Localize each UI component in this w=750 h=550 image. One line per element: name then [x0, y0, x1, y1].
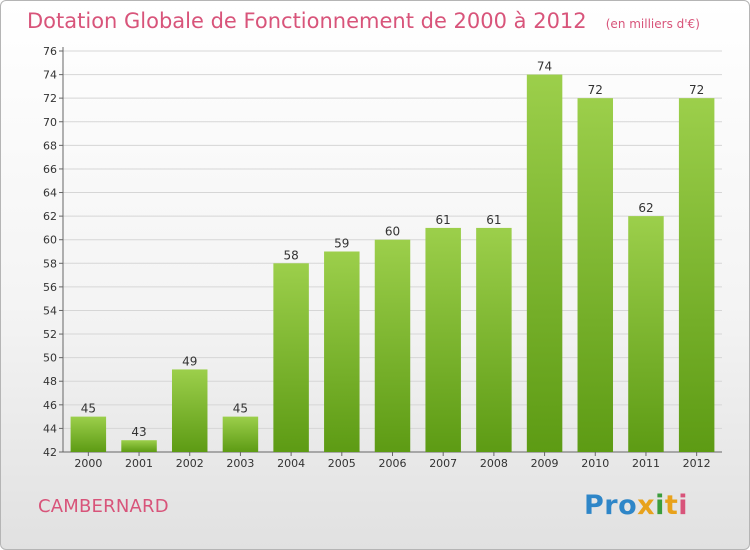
y-tick-label: 74 — [43, 69, 57, 82]
value-label-2012: 72 — [689, 83, 704, 97]
value-label-2000: 45 — [81, 402, 96, 416]
y-tick-label: 46 — [43, 399, 57, 412]
chart-title: Dotation Globale de Fonctionnement de 20… — [27, 9, 587, 33]
bar-2004 — [273, 263, 309, 452]
bar-2003 — [222, 416, 259, 452]
y-tick-label: 48 — [43, 375, 57, 388]
logo-part: t — [664, 490, 679, 521]
label-layer: 45 43 49 45 58 59 60 61 61 74 72 62 72 — [81, 60, 705, 440]
x-tick-label-2004: 2004 — [277, 457, 305, 470]
bar-2008 — [476, 227, 512, 452]
y-tick-label: 42 — [43, 446, 57, 459]
value-label-2011: 62 — [638, 201, 653, 215]
title-row: Dotation Globale de Fonctionnement de 20… — [27, 9, 700, 33]
y-tick-label: 52 — [43, 328, 57, 341]
bar-2005 — [324, 251, 360, 452]
value-label-2010: 72 — [588, 83, 603, 97]
y-tick-label: 58 — [43, 257, 57, 270]
logo-part: i — [655, 490, 665, 521]
bar-layer — [70, 74, 715, 453]
value-label-2009: 74 — [537, 60, 552, 74]
y-tick-label: 56 — [43, 281, 57, 294]
y-tick-label: 60 — [43, 234, 57, 247]
chart-unit: (en milliers d'€) — [605, 17, 700, 31]
proxiti-logo[interactable]: Proxiti — [584, 490, 688, 521]
value-label-2008: 61 — [486, 213, 501, 227]
bar-2010 — [577, 98, 614, 453]
value-label-2003: 45 — [233, 402, 248, 416]
y-tick-label: 76 — [43, 45, 57, 58]
value-label-2007: 61 — [436, 213, 451, 227]
x-tick-label-2003: 2003 — [226, 457, 254, 470]
value-label-2004: 58 — [283, 248, 298, 262]
y-tick-label: 54 — [43, 304, 57, 317]
bar-2012 — [678, 98, 715, 453]
bar-2001 — [121, 440, 157, 452]
x-tick-label-2010: 2010 — [581, 457, 609, 470]
x-tick-label-2005: 2005 — [328, 457, 356, 470]
value-label-2002: 49 — [182, 354, 197, 368]
x-tick-label-2009: 2009 — [531, 457, 559, 470]
bar-2002 — [171, 369, 208, 452]
bar-2000 — [70, 416, 107, 452]
y-tick-label: 44 — [43, 422, 57, 435]
commune-name: CAMBERNARD — [38, 496, 169, 517]
x-tick-label-2012: 2012 — [683, 457, 711, 470]
y-tick-label: 72 — [43, 92, 57, 105]
y-tick-label: 66 — [43, 163, 57, 176]
y-tick-label: 70 — [43, 116, 57, 129]
y-tick-label: 62 — [43, 210, 57, 223]
logo-part: x — [637, 490, 656, 521]
logo-part: i — [678, 490, 689, 521]
y-tick-label: 50 — [43, 352, 57, 365]
bar-2006 — [374, 239, 411, 452]
bar-2007 — [425, 227, 461, 452]
x-tick-label-2007: 2007 — [429, 457, 457, 470]
y-tick-label: 68 — [43, 139, 57, 152]
x-tick-label-2006: 2006 — [379, 457, 407, 470]
x-tick-label-2011: 2011 — [632, 457, 660, 470]
value-label-2001: 43 — [131, 425, 146, 439]
x-tick-label-2000: 2000 — [74, 457, 102, 470]
value-label-2005: 59 — [334, 237, 349, 251]
x-tick-label-2008: 2008 — [480, 457, 508, 470]
bar-2009 — [526, 74, 563, 453]
logo-part: Pro — [584, 490, 638, 521]
x-tick-label-2002: 2002 — [176, 457, 204, 470]
x-tick-label-2001: 2001 — [125, 457, 153, 470]
value-label-2006: 60 — [385, 225, 400, 239]
bar-2011 — [628, 216, 664, 452]
y-tick-label: 64 — [43, 187, 57, 200]
